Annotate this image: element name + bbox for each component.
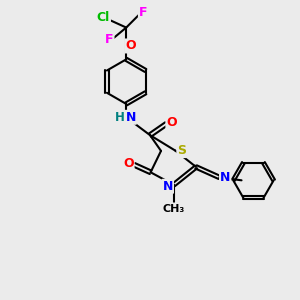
Text: O: O [167,116,177,129]
Text: H: H [115,111,124,124]
Text: N: N [125,111,136,124]
Text: F: F [105,33,113,46]
Text: Cl: Cl [97,11,110,24]
Text: N: N [220,171,230,184]
Text: F: F [139,6,147,19]
Text: N: N [163,180,173,193]
Text: O: O [123,157,134,170]
Text: O: O [125,40,136,52]
Text: S: S [177,144,186,157]
Text: CH₃: CH₃ [163,204,185,214]
